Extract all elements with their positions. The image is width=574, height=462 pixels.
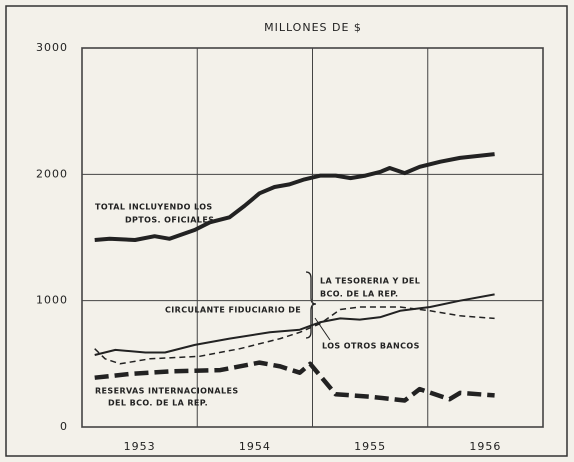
y-tick-label: 3000 <box>36 41 68 54</box>
y-tick-label: 0 <box>60 420 68 433</box>
annotation: CIRCULANTE FIDUCIARIO DE <box>165 306 301 315</box>
series-line <box>94 360 495 403</box>
annotation: LOS OTROS BANCOS <box>322 342 420 351</box>
y-tick-label: 1000 <box>36 294 68 307</box>
x-tick-label: 1953 <box>124 440 156 453</box>
pointer <box>314 317 331 341</box>
annotation: BCO. DE LA REP. <box>320 290 398 299</box>
annotation: RESERVAS INTERNACIONALES <box>95 387 239 396</box>
x-tick-label: 1954 <box>239 440 271 453</box>
brace <box>305 271 317 339</box>
annotation: DPTOS. OFICIALES <box>125 216 214 225</box>
series-line <box>94 293 495 356</box>
series-line <box>94 152 495 242</box>
x-tick-label: 1956 <box>469 440 501 453</box>
chart-title: MILLONES DE $ <box>264 21 362 34</box>
annotation: DEL BCO. DE LA REP. <box>108 399 208 408</box>
frame <box>5 5 568 457</box>
y-tick-label: 2000 <box>36 167 68 180</box>
annotation: LA TESORERIA Y DEL <box>320 277 420 286</box>
series-line <box>94 306 495 365</box>
annotation: TOTAL INCLUYENDO LOS <box>95 203 213 212</box>
x-tick-label: 1955 <box>354 440 386 453</box>
